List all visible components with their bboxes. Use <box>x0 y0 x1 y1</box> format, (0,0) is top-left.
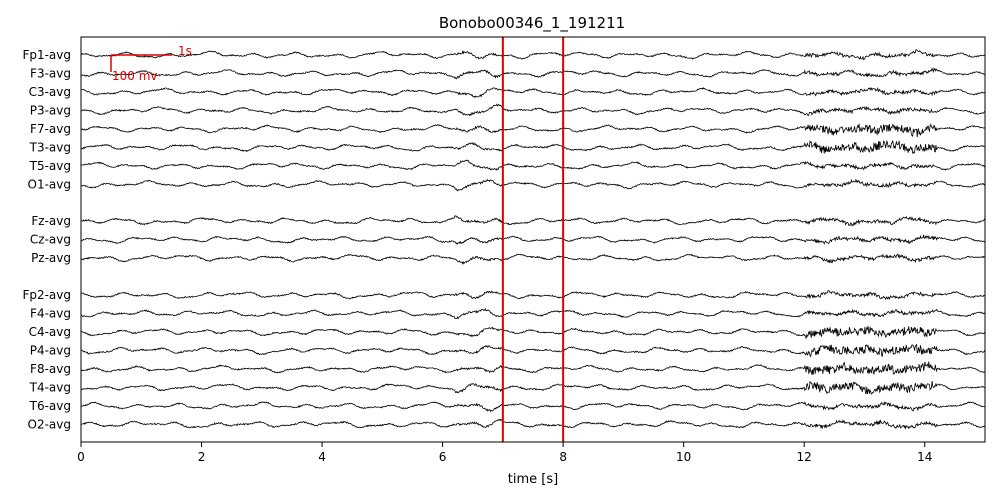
trace-t6-avg <box>80 401 986 413</box>
x-tick-label-8: 8 <box>559 450 567 464</box>
trace-c4-avg <box>80 325 986 339</box>
scale-time-label: 1s <box>178 44 192 58</box>
channel-label-pz-avg: Pz-avg <box>31 251 71 265</box>
channel-label-cz-avg: Cz-avg <box>30 233 71 247</box>
trace-t3-avg <box>80 139 986 155</box>
channel-label-p3-avg: P3-avg <box>30 104 71 118</box>
traces-layer <box>80 49 986 430</box>
trace-p3-avg <box>80 103 986 117</box>
trace-o1-avg <box>80 178 986 192</box>
trace-o2-avg <box>80 418 986 430</box>
channel-label-fp2-avg: Fp2-avg <box>22 288 71 302</box>
channel-label-t4-avg: T4-avg <box>29 381 71 395</box>
trace-t4-avg <box>80 380 986 395</box>
channel-label-p4-avg: P4-avg <box>30 344 71 358</box>
channel-label-fz-avg: Fz-avg <box>31 214 71 228</box>
channel-label-o2-avg: O2-avg <box>28 418 71 432</box>
trace-f8-avg <box>80 361 986 376</box>
trace-f7-avg <box>80 123 986 138</box>
trace-cz-avg <box>80 234 986 245</box>
channel-label-t5-avg: T5-avg <box>29 159 71 173</box>
trace-t5-avg <box>80 159 985 171</box>
x-tick-label-2: 2 <box>198 450 206 464</box>
channel-label-t6-avg: T6-avg <box>29 399 71 413</box>
channel-label-o1-avg: O1-avg <box>28 178 71 192</box>
channel-label-fp1-avg: Fp1-avg <box>22 48 71 62</box>
channel-label-f3-avg: F3-avg <box>30 67 71 81</box>
scale-bar-lines <box>110 54 172 72</box>
x-tick-label-0: 0 <box>77 450 85 464</box>
trace-f4-avg <box>80 307 986 320</box>
channel-labels: Fp1-avg F3-avg C3-avg P3-avg F7-avg T3-avg T5-… <box>22 48 71 432</box>
scale-amplitude-label: 100 mv <box>112 69 158 83</box>
trace-pz-avg <box>81 253 986 265</box>
trace-fp1-avg <box>80 49 986 61</box>
x-axis: 0 2 4 6 8 10 12 14 <box>77 442 932 464</box>
x-tick-label-10: 10 <box>676 450 691 464</box>
x-axis-label: time [s] <box>508 472 558 487</box>
x-tick-label-6: 6 <box>439 450 447 464</box>
trace-c3-avg <box>80 86 986 99</box>
channel-label-t3-avg: T3-avg <box>29 141 71 155</box>
x-tick-label-12: 12 <box>797 450 812 464</box>
channel-label-f4-avg: F4-avg <box>30 307 71 321</box>
channel-label-f8-avg: F8-avg <box>30 362 71 376</box>
trace-fp2-avg <box>80 290 986 301</box>
marker-lines <box>501 37 565 442</box>
plot-frame <box>80 36 986 443</box>
channel-label-c3-avg: C3-avg <box>29 85 71 99</box>
x-tick-label-14: 14 <box>917 450 932 464</box>
chart-title: Bonobo00346_1_191211 <box>439 14 625 33</box>
channel-label-f7-avg: F7-avg <box>30 122 71 136</box>
x-tick-label-4: 4 <box>318 450 326 464</box>
trace-p4-avg <box>80 343 986 358</box>
trace-fz-avg <box>81 215 986 227</box>
trace-f3-avg <box>80 67 986 80</box>
scale-bar: 1s 100 mv <box>110 44 192 83</box>
channel-label-c4-avg: C4-avg <box>29 325 71 339</box>
